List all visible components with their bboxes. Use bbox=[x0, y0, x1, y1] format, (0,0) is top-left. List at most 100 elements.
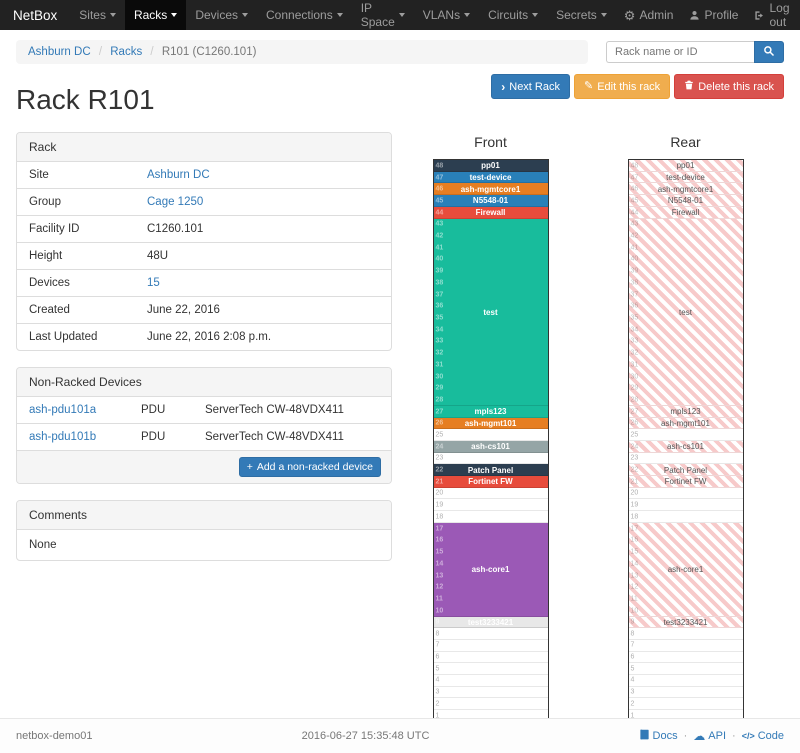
page-footer: netbox-demo01 2016-06-27 15:35:48 UTC Do… bbox=[0, 718, 800, 753]
rack-device-front[interactable]: 24 ash-cs101 bbox=[433, 440, 548, 453]
nonracked-panel: Non-Racked Devices ash-pdu101a PDU ServerT… bbox=[16, 367, 392, 484]
rack-unit-empty: 8 bbox=[433, 628, 548, 640]
unit-number: 9 bbox=[435, 618, 440, 626]
next-rack-button[interactable]: › Next Rack bbox=[491, 74, 570, 99]
rack-info-label: Devices bbox=[29, 277, 70, 289]
chevron-down-icon bbox=[242, 13, 248, 17]
rack-device-front[interactable]: 45 N5548-01 bbox=[433, 195, 548, 207]
rack-device-front[interactable]: 9 test3233421 bbox=[433, 616, 548, 629]
nav-item-admin[interactable]: ⚙ Admin bbox=[616, 0, 682, 30]
unit-number: 5 bbox=[630, 665, 635, 673]
unit-number: 32 bbox=[435, 349, 444, 357]
rack-device-front[interactable]: 43 42 41 40 39 38 37 36 35 34 33 32 31 30 29 28 test bbox=[433, 218, 548, 406]
rack-device-front[interactable]: 48 pp01 bbox=[433, 160, 548, 172]
nav-item-vlans[interactable]: VLANs bbox=[414, 0, 479, 30]
rack-device-rear[interactable]: 24 ash-cs101 bbox=[628, 440, 743, 453]
rack-device-rear[interactable]: 47 test-device bbox=[628, 171, 743, 184]
device-label: Fortinet FW bbox=[664, 477, 707, 487]
unit-number: 6 bbox=[435, 653, 440, 661]
nav-item-racks[interactable]: Racks bbox=[124, 0, 187, 30]
search-button[interactable] bbox=[754, 41, 784, 63]
rack-unit-empty: 6 bbox=[628, 651, 743, 664]
rack-device-rear[interactable]: 44 Firewall bbox=[628, 206, 743, 219]
unit-number: 15 bbox=[630, 548, 639, 556]
rack-info-value[interactable]: Ashburn DC bbox=[147, 169, 210, 181]
rack-info-value[interactable]: Cage 1250 bbox=[147, 196, 204, 208]
edit-rack-button[interactable]: ✎ Edit this rack bbox=[574, 74, 671, 99]
unit-number: 40 bbox=[435, 255, 444, 263]
unit-number: 42 bbox=[435, 232, 444, 240]
nav-item-secrets[interactable]: Secrets bbox=[547, 0, 616, 30]
unit-number: 19 bbox=[630, 501, 639, 509]
rack-device-rear[interactable]: 26 ash-mgmt101 bbox=[628, 417, 743, 430]
device-label: test3233421 bbox=[663, 617, 708, 627]
unit-number: 47 bbox=[435, 174, 444, 182]
docs-link[interactable]: Docs bbox=[639, 729, 678, 743]
comments-value: None bbox=[29, 539, 57, 551]
rack-device-rear[interactable]: 9 test3233421 bbox=[628, 616, 743, 629]
chevron-down-icon bbox=[600, 13, 607, 17]
unit-number: 37 bbox=[435, 291, 444, 299]
rack-device-front[interactable]: 44 Firewall bbox=[433, 206, 548, 219]
rack-info-value[interactable]: 15 bbox=[147, 277, 160, 289]
unit-number: 39 bbox=[630, 267, 639, 275]
nav-item-label: IP Space bbox=[360, 1, 395, 29]
unit-number: 6 bbox=[630, 653, 635, 661]
nav-item-circuits[interactable]: Circuits bbox=[479, 0, 547, 30]
device-label: test bbox=[483, 307, 498, 317]
rack-device-rear[interactable]: 48 pp01 bbox=[628, 160, 743, 172]
rack-device-front[interactable]: 21 Fortinet FW bbox=[433, 476, 548, 488]
device-label: ash-core1 bbox=[667, 565, 704, 575]
rack-device-front[interactable]: 22 Patch Panel bbox=[433, 464, 548, 477]
breadcrumb-racks-link[interactable]: Racks bbox=[110, 46, 143, 58]
rack-device-rear[interactable]: 46 ash-mgmtcore1 bbox=[628, 183, 743, 196]
api-link[interactable]: ☁ API bbox=[693, 730, 726, 742]
nav-item-label: Racks bbox=[133, 8, 168, 22]
add-nonracked-device-button[interactable]: + Add a non-racked device bbox=[238, 457, 381, 477]
code-icon: </> bbox=[741, 731, 755, 741]
rack-unit-empty: 5 bbox=[433, 663, 548, 676]
rack-device-front[interactable]: 47 test-device bbox=[433, 171, 548, 184]
unit-number: 46 bbox=[435, 185, 444, 193]
rack-device-rear[interactable]: 22 Patch Panel bbox=[628, 464, 743, 477]
rack-device-front[interactable]: 17 16 15 14 13 12 11 10 ash-core1 bbox=[433, 522, 548, 617]
nav-item-logout[interactable]: Log out bbox=[746, 0, 797, 30]
rack-device-front[interactable]: 26 ash-mgmt101 bbox=[433, 417, 548, 430]
rack-device-rear[interactable]: 27 mpls123 bbox=[628, 405, 743, 418]
unit-number: 29 bbox=[435, 384, 444, 392]
footer-hostname: netbox-demo01 bbox=[16, 730, 93, 742]
device-label: pp01 bbox=[676, 161, 695, 171]
rack-device-front[interactable]: 27 mpls123 bbox=[433, 405, 548, 418]
unit-number: 2 bbox=[435, 700, 440, 708]
device-name-link[interactable]: ash-pdu101a bbox=[29, 404, 97, 416]
rack-rear: 48 pp01 47 test-device 46 ash-mgmtcore1 45 N554… bbox=[627, 159, 744, 718]
app-brand[interactable]: NetBox bbox=[13, 7, 58, 23]
breadcrumb-current: R101 (C1260.101) bbox=[161, 46, 257, 58]
unit-number: 1 bbox=[630, 712, 635, 718]
breadcrumb-site-link[interactable]: Ashburn DC bbox=[28, 46, 91, 58]
rack-device-rear[interactable]: 21 Fortinet FW bbox=[628, 476, 743, 488]
search-input[interactable] bbox=[606, 41, 754, 63]
nav-item-connections[interactable]: Connections bbox=[257, 0, 352, 30]
rack-unit-empty: 7 bbox=[628, 639, 743, 652]
unit-number: 5 bbox=[435, 665, 440, 673]
footer-links: Docs · ☁ API · </> Code bbox=[639, 729, 784, 743]
rack-device-rear[interactable]: 17 16 15 14 13 12 11 10 ash-core1 bbox=[628, 522, 743, 617]
nav-item-devices[interactable]: Devices bbox=[186, 0, 257, 30]
nav-item-ip-space[interactable]: IP Space bbox=[352, 0, 414, 30]
nav-item-profile[interactable]: Profile bbox=[681, 0, 746, 30]
rack-device-rear[interactable]: 43 42 41 40 39 38 37 36 35 34 33 32 31 30 29 28 test bbox=[628, 218, 743, 406]
device-label: Fortinet FW bbox=[468, 477, 513, 487]
delete-rack-button[interactable]: Delete this rack bbox=[674, 74, 784, 99]
nav-item-sites[interactable]: Sites bbox=[70, 0, 125, 30]
chevron-down-icon bbox=[171, 13, 178, 17]
device-type: ServerTech CW-48VDX411 bbox=[205, 404, 344, 416]
rack-device-front[interactable]: 46 ash-mgmtcore1 bbox=[433, 183, 548, 196]
rack-info-value: 48U bbox=[147, 250, 169, 262]
unit-number: 39 bbox=[435, 267, 444, 275]
device-name-link[interactable]: ash-pdu101b bbox=[29, 431, 97, 443]
rack-device-rear[interactable]: 45 N5548-01 bbox=[628, 195, 743, 207]
code-link[interactable]: </> Code bbox=[742, 730, 784, 742]
rack-unit-empty: 23 bbox=[433, 452, 548, 465]
page-header: Rack R101 › Next Rack ✎ Edit this rack D… bbox=[16, 74, 784, 124]
